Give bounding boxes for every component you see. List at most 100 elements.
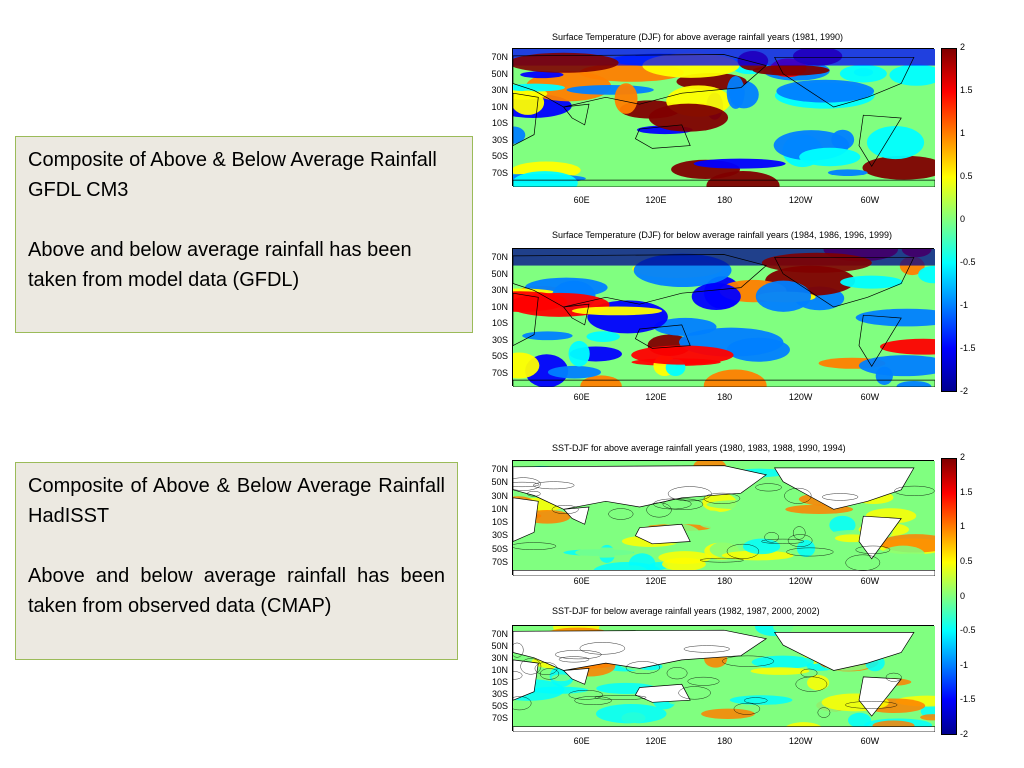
lat-tick-label: 50N bbox=[491, 641, 508, 651]
continent-outline bbox=[562, 506, 590, 525]
lat-tick-label: 50S bbox=[491, 351, 508, 362]
lat-tick-label: 70N bbox=[491, 629, 508, 639]
lon-tick-label: 120W bbox=[788, 736, 813, 746]
anomaly-region bbox=[586, 331, 620, 342]
warm-anomaly bbox=[761, 252, 872, 273]
map-plot bbox=[473, 237, 968, 402]
lon-tick-label: 120E bbox=[645, 576, 667, 586]
contour-line bbox=[527, 491, 541, 497]
lat-tick-label: 50S bbox=[491, 151, 508, 162]
map-plot bbox=[491, 454, 952, 586]
contour-line bbox=[894, 485, 935, 496]
lat-tick-label: 70N bbox=[491, 464, 508, 474]
lat-tick-label: 70S bbox=[491, 168, 508, 178]
contour-line bbox=[787, 534, 813, 547]
continent-outline bbox=[562, 103, 590, 126]
lon-tick-label: 180 bbox=[717, 736, 733, 746]
colorbar bbox=[941, 48, 957, 392]
colorbar-tick-label: 0 bbox=[960, 590, 966, 601]
lon-tick-label: 180 bbox=[717, 195, 733, 205]
anomaly-region bbox=[666, 670, 711, 686]
contour-line bbox=[646, 502, 672, 518]
anomaly-region bbox=[551, 674, 571, 682]
lat-tick-label: 10N bbox=[491, 301, 508, 312]
contour-line bbox=[574, 696, 612, 705]
colorbar-tick-label: -0.5 bbox=[960, 625, 976, 636]
map-title: Surface Temperature (DJF) for below aver… bbox=[552, 230, 893, 240]
continent-outline bbox=[562, 668, 590, 685]
contour-line bbox=[855, 545, 891, 554]
lat-tick-label: 50N bbox=[491, 68, 508, 79]
anomaly-region bbox=[796, 539, 816, 558]
map-title: SST-DJF for below average rainfall years… bbox=[552, 606, 820, 616]
contour-line bbox=[822, 493, 859, 501]
anomaly-region bbox=[776, 79, 875, 103]
contour-line bbox=[533, 481, 575, 490]
contour-line bbox=[761, 538, 805, 544]
colorbar-tick-label: 0.5 bbox=[960, 555, 973, 566]
anomaly-region bbox=[755, 280, 811, 312]
contour-line bbox=[817, 707, 831, 718]
anomaly-region bbox=[547, 365, 601, 379]
lat-tick-label: 30N bbox=[491, 285, 508, 296]
anomaly-region bbox=[568, 340, 590, 367]
anomaly-region bbox=[631, 345, 734, 365]
lon-tick-label: 120E bbox=[645, 736, 667, 746]
lon-tick-label: 60E bbox=[573, 392, 590, 402]
contour-line bbox=[579, 642, 626, 655]
lon-tick-label: 180 bbox=[717, 392, 733, 402]
box-heading: Composite of Above & Below Average Rainf… bbox=[28, 149, 437, 201]
anomaly-region bbox=[571, 306, 663, 316]
lon-tick-label: 60W bbox=[860, 576, 880, 586]
anomaly-region bbox=[742, 538, 781, 555]
lat-tick-label: 50S bbox=[491, 543, 508, 554]
map-frame bbox=[493, 617, 960, 737]
contour-line bbox=[551, 505, 579, 514]
continent-outline bbox=[562, 303, 590, 326]
anomaly-region bbox=[862, 155, 946, 180]
lon-tick-label: 120W bbox=[788, 576, 813, 586]
contour-line bbox=[699, 557, 744, 563]
continent-outline bbox=[512, 292, 539, 347]
colorbar-tick-label: 1 bbox=[960, 128, 966, 138]
lon-tick-label: 60W bbox=[860, 392, 880, 402]
continent-outline bbox=[773, 467, 915, 510]
contour-line bbox=[733, 703, 761, 715]
contour-line bbox=[845, 554, 881, 571]
continent-outline bbox=[512, 629, 768, 671]
continent-outline bbox=[774, 56, 915, 108]
map-title: Surface Temperature (DJF) for above aver… bbox=[552, 32, 843, 42]
colorbar-tick-label: -1 bbox=[960, 300, 969, 310]
anomaly-region bbox=[799, 147, 861, 167]
anomaly-region bbox=[648, 103, 729, 132]
lon-tick-label: 60E bbox=[573, 576, 590, 586]
box-heading: Composite of Above & Below Average Rainf… bbox=[28, 475, 445, 527]
lat-tick-label: 30S bbox=[491, 530, 508, 541]
lat-tick-label: 10S bbox=[491, 118, 508, 129]
lat-tick-label: 10S bbox=[491, 517, 508, 528]
anomaly-region bbox=[840, 275, 903, 289]
contour-line bbox=[666, 667, 688, 680]
map-frame bbox=[482, 46, 946, 201]
lat-tick-label: 10S bbox=[491, 677, 508, 687]
text-box-gfdl: Composite of Above & Below Average Rainf… bbox=[15, 136, 473, 333]
continent-outline bbox=[512, 92, 539, 147]
map-frame bbox=[473, 237, 968, 402]
anomaly-region bbox=[726, 76, 745, 109]
anomaly-region bbox=[801, 711, 866, 728]
continent-outline bbox=[773, 632, 915, 671]
contour-line bbox=[786, 547, 834, 557]
continent-outline bbox=[634, 683, 691, 703]
continent-outline bbox=[512, 54, 767, 108]
anomaly-region bbox=[706, 500, 777, 510]
anomaly-region bbox=[631, 516, 652, 529]
contour-line bbox=[594, 695, 647, 700]
contour-line bbox=[792, 526, 806, 540]
contour-line bbox=[555, 650, 602, 660]
lat-tick-label: 10S bbox=[491, 318, 508, 329]
continent-outline bbox=[858, 515, 902, 560]
anomaly-region bbox=[530, 686, 589, 694]
colorbar-tick-label: 2 bbox=[960, 42, 966, 52]
lat-tick-label: 30N bbox=[491, 85, 508, 96]
continent-outline bbox=[774, 256, 915, 308]
